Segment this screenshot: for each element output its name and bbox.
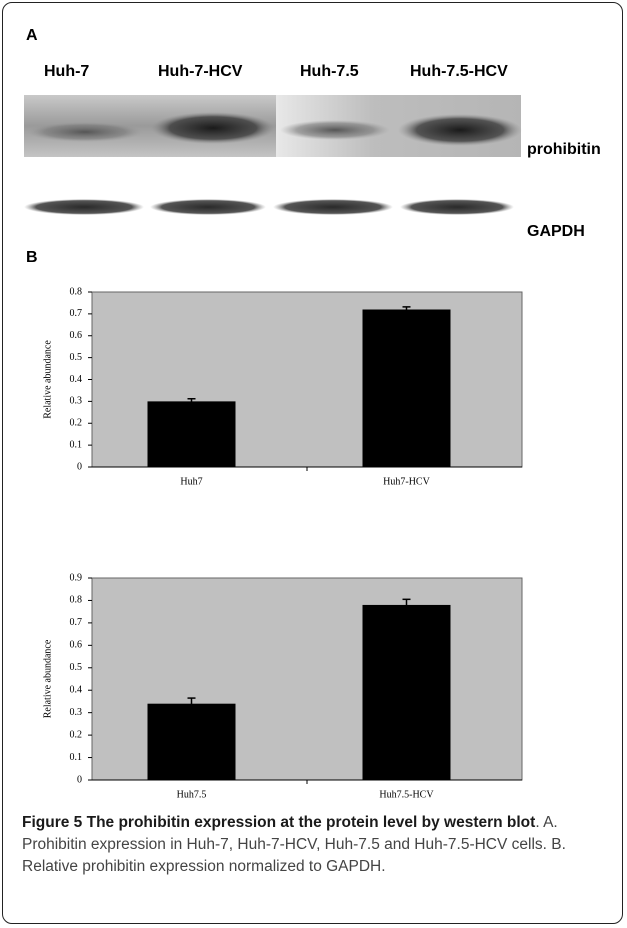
y-tick-label: 0.4 bbox=[70, 685, 83, 696]
western-blot bbox=[24, 95, 522, 215]
lane-label: Huh-7-HCV bbox=[158, 63, 243, 80]
lane-label: Huh-7.5-HCV bbox=[410, 63, 508, 80]
panel-label: B bbox=[26, 249, 38, 266]
y-tick-label: 0.9 bbox=[70, 572, 83, 583]
panel-label: A bbox=[26, 27, 38, 44]
y-tick-label: 0.5 bbox=[70, 662, 83, 673]
y-tick-label: 0.8 bbox=[70, 286, 83, 297]
band-label: GAPDH bbox=[527, 223, 585, 240]
caption-text: . A. Prohibitin expression in Huh-7, Huh… bbox=[22, 814, 566, 875]
lane-label: Huh-7 bbox=[44, 63, 89, 80]
x-tick-label: Huh7 bbox=[180, 476, 202, 487]
y-axis-label: Relative abundance bbox=[42, 340, 53, 419]
bar bbox=[147, 401, 236, 467]
figure-caption: Figure 5 The prohibitin expression at th… bbox=[22, 812, 610, 878]
y-tick-label: 0.2 bbox=[70, 418, 83, 429]
y-tick-label: 0.8 bbox=[70, 595, 83, 606]
x-tick-label: Huh7.5 bbox=[177, 789, 207, 800]
y-tick-label: 0.2 bbox=[70, 729, 83, 740]
y-axis-label: Relative abundance bbox=[42, 639, 53, 718]
x-tick-label: Huh7-HCV bbox=[383, 476, 430, 487]
bar bbox=[147, 703, 236, 780]
caption-title: Figure 5 The prohibitin expression at th… bbox=[22, 814, 536, 831]
y-tick-label: 0 bbox=[77, 774, 82, 785]
y-tick-label: 0.5 bbox=[70, 352, 83, 363]
y-tick-label: 0.7 bbox=[70, 617, 83, 628]
lane-label: Huh-7.5 bbox=[300, 63, 359, 80]
y-tick-label: 0.6 bbox=[70, 640, 83, 651]
y-tick-label: 0.6 bbox=[70, 330, 83, 341]
bar bbox=[362, 309, 451, 467]
y-tick-label: 0 bbox=[77, 461, 82, 472]
y-tick-label: 0.1 bbox=[70, 752, 83, 763]
y-tick-label: 0.7 bbox=[70, 308, 83, 319]
y-tick-label: 0.4 bbox=[70, 374, 83, 385]
y-tick-label: 0.3 bbox=[70, 707, 83, 718]
bar bbox=[362, 604, 451, 780]
y-tick-label: 0.3 bbox=[70, 396, 83, 407]
x-tick-label: Huh7.5-HCV bbox=[379, 789, 434, 800]
y-tick-label: 0.1 bbox=[70, 439, 83, 450]
band-label: prohibitin bbox=[527, 141, 601, 158]
